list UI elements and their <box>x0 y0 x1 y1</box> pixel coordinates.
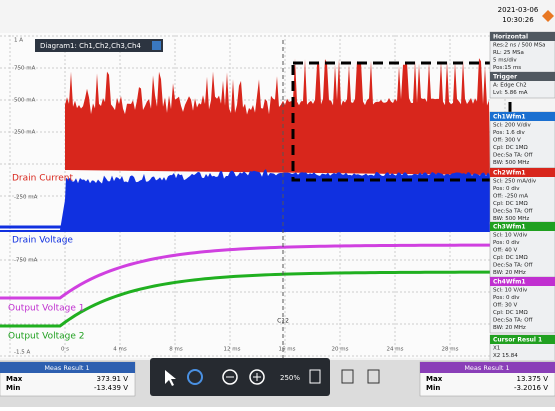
x-label: 16 ms <box>279 347 296 353</box>
meas-title: Meas Result 1 <box>44 364 89 372</box>
x-label: 28 ms <box>442 347 459 353</box>
diagram-tab-label: Diagram1: Ch1,Ch2,Ch3,Ch4 <box>40 42 141 50</box>
panel-line: X2 15.84 <box>493 353 518 359</box>
time: 10:30:26 <box>502 16 534 24</box>
meas-key: Min <box>426 384 440 392</box>
x-label: 12 ms <box>224 347 241 353</box>
trace-label: Drain Voltage <box>12 236 73 246</box>
panel-line: Dec:Sa TA: Off <box>493 263 533 269</box>
panel-title: Cursor Resul 1 <box>493 337 542 344</box>
y-label: 1 A <box>14 38 23 44</box>
meas-value: -13.439 V <box>94 384 128 392</box>
y-label: 500 mA <box>14 98 36 104</box>
trace-label: Output Voltage 2 <box>8 332 84 342</box>
panel-line: BW: 500 MHz <box>493 216 529 222</box>
panel-line: Scl: 200 V/div <box>493 123 532 129</box>
panel-line: RL: 25 MSa <box>493 50 524 56</box>
panel-line: Cpl: DC 1MΩ <box>493 145 528 151</box>
y-label: 250 mA <box>14 130 36 136</box>
meas-key: Max <box>426 375 443 383</box>
panel-line: Pos: 0 div <box>493 186 520 192</box>
panel-title: Ch2Wfm1 <box>493 170 526 177</box>
panel-line: Off: -250 mA <box>493 194 528 200</box>
panel-line: Cpl: DC 1MΩ <box>493 310 528 316</box>
panel-line: Lvl: 5.86 mA <box>493 90 528 96</box>
panel-line: Pos:15 ms <box>493 65 521 71</box>
zoom-level[interactable]: 250% <box>280 374 300 382</box>
panel-title: Ch1Wfm1 <box>493 114 526 121</box>
panel-line: Pos: 1.6 div <box>493 130 525 136</box>
tab-close[interactable] <box>152 41 161 50</box>
panel-line: Pos: 0 div <box>493 295 520 301</box>
panel-line: Scl: 250 mA/div <box>493 179 537 185</box>
panel-line: BW: 20 MHz <box>493 270 526 276</box>
panel-line: Off: 40 V <box>493 248 517 254</box>
meas-value: 373.91 V <box>96 375 128 383</box>
panel-line: Off: 300 V <box>493 138 521 144</box>
panel-line: Scl: 10 V/div <box>493 288 528 294</box>
date: 2021-03-06 <box>498 6 539 14</box>
x-label: 24 ms <box>387 347 404 353</box>
panel-line: 5 ms/div <box>493 58 517 64</box>
panel-line: Cpl: DC 1MΩ <box>493 255 528 261</box>
meas-key: Max <box>6 375 23 383</box>
meas-title: Meas Result 1 <box>464 364 509 372</box>
panel-title: Ch4Wfm1 <box>493 279 526 286</box>
y-label: -1.5 A <box>14 350 30 356</box>
panel-line: BW: 500 MHz <box>493 160 529 166</box>
trace-label: Output Voltage 1 <box>8 304 84 314</box>
panel-title: Horizontal <box>493 34 528 41</box>
trace-label: Drain Current <box>12 174 73 184</box>
panel-line: A: Edge Ch2 <box>493 83 527 89</box>
panel-line: Res:2 ns / 500 MSa <box>493 43 545 49</box>
x-label: 0 s <box>61 347 69 353</box>
panel-line: Dec:Sa TA: Off <box>493 318 533 324</box>
panel-line: BW: 20 MHz <box>493 325 526 331</box>
cursor-label: C12 <box>277 318 289 325</box>
meas-value: -3.2016 V <box>514 384 548 392</box>
panel-line: Dec:Sa TA: Off <box>493 209 533 215</box>
panel-line: Pos: 0 div <box>493 240 520 246</box>
panel-line: Cpl: DC 1MΩ <box>493 201 528 207</box>
panel-line: Off: 30 V <box>493 303 517 309</box>
x-label: 8 ms <box>169 347 183 353</box>
y-label: -250 mA <box>14 195 38 201</box>
y-label: -750 mA <box>14 258 38 264</box>
screen: 1 A 750 mA 500 mA 250 mA -250 mA -750 mA -1.5 … <box>0 0 555 407</box>
panel-line: Scl: 10 V/div <box>493 233 528 239</box>
panel-line: X1 <box>493 346 500 352</box>
y-label: 750 mA <box>14 66 36 72</box>
panel-line: Dec:Sa TA: Off <box>493 153 533 159</box>
x-label: 20 ms <box>332 347 349 353</box>
panel-title: Trigger <box>493 74 517 81</box>
meas-key: Min <box>6 384 20 392</box>
x-label: 4 ms <box>113 347 127 353</box>
panel-title: Ch3Wfm1 <box>493 224 526 231</box>
toolbar <box>150 358 330 396</box>
meas-value: 13.375 V <box>516 375 548 383</box>
